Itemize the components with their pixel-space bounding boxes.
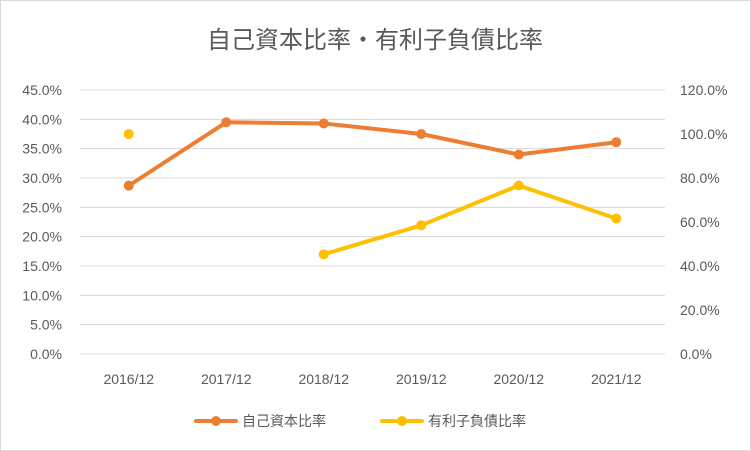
chart-title: 自己資本比率・有利子負債比率 [207, 26, 543, 54]
legend: 自己資本比率 有利子負債比率 [194, 413, 526, 430]
data-point [611, 213, 622, 224]
data-point [318, 249, 329, 260]
series-2 [123, 129, 622, 260]
right-axis-tick-label: 100.0% [680, 126, 727, 142]
left-axis-tick-label: 30.0% [22, 170, 62, 186]
legend-item: 自己資本比率 [194, 413, 326, 430]
data-point [416, 220, 427, 231]
x-axis-tick-label: 2018/12 [298, 371, 349, 387]
x-axis-tick-label: 2021/12 [591, 371, 642, 387]
data-point [123, 129, 134, 139]
x-axis-tick-label: 2019/12 [396, 371, 447, 387]
legend-label: 有利子負債比率 [428, 413, 526, 430]
right-axis-tick-label: 120.0% [680, 82, 727, 98]
right-axis-tick-label: 40.0% [680, 258, 720, 274]
left-axis-tick-label: 40.0% [22, 111, 62, 127]
series-1 [123, 117, 622, 191]
left-axis-tick-label: 15.0% [22, 258, 62, 274]
x-axis-tick-label: 2016/12 [103, 371, 154, 387]
legend-swatch-marker [211, 416, 221, 426]
left-axis-tick-label: 45.0% [22, 82, 62, 98]
data-point [123, 180, 134, 191]
left-axis-tick-label: 5.0% [30, 317, 62, 333]
left-axis-tick-label: 25.0% [22, 199, 62, 215]
data-point [318, 118, 329, 129]
right-axis-tick-label: 20.0% [680, 302, 720, 318]
left-axis-tick-label: 10.0% [22, 287, 62, 303]
left-axis-tick-label: 0.0% [30, 346, 62, 362]
x-axis-tick-label: 2020/12 [493, 371, 544, 387]
data-point [513, 180, 524, 191]
right-axis-tick-label: 0.0% [680, 346, 712, 362]
gridlines [80, 89, 665, 355]
right-axis-tick-label: 60.0% [680, 214, 720, 230]
right-axis-ticks: 0.0% 20.0% 40.0% 60.0% 80.0% 100.0% 120.0% [680, 82, 727, 362]
data-point [416, 129, 427, 139]
series-layer [123, 117, 622, 260]
x-axis-ticks: 2016/12 2017/12 2018/12 2019/12 2020/12 2021/… [103, 371, 641, 387]
x-axis-tick-label: 2017/12 [201, 371, 252, 387]
legend-item: 有利子負債比率 [380, 413, 526, 430]
legend-label: 自己資本比率 [242, 413, 326, 430]
right-axis-tick-label: 80.0% [680, 170, 720, 186]
data-point [611, 137, 622, 148]
data-point [221, 117, 232, 128]
legend-swatch-marker [397, 416, 407, 426]
left-axis-tick-label: 35.0% [22, 141, 62, 157]
series-line [126, 120, 619, 188]
left-axis-tick-label: 20.0% [22, 229, 62, 245]
data-point [513, 149, 524, 160]
series-line [321, 183, 619, 257]
left-axis-ticks: 0.0% 5.0% 10.0% 15.0% 20.0% 25.0% 30.0% 35.0% 40… [22, 82, 62, 362]
